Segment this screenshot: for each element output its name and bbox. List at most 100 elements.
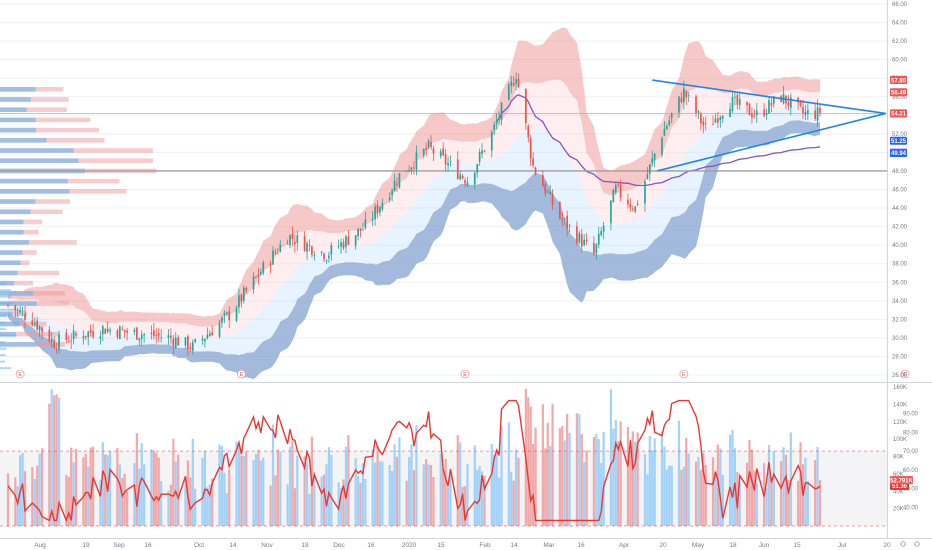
volume-bar	[23, 471, 27, 526]
candle-body	[187, 336, 189, 350]
price-tick-label: 44.00	[892, 206, 908, 212]
candle-body	[218, 322, 221, 337]
rsi-tag-label: 51.36	[892, 484, 908, 490]
candle-body	[806, 109, 809, 114]
candle-body	[70, 340, 73, 342]
volume-bar	[116, 448, 119, 526]
volume-bar	[461, 486, 464, 526]
volume-profile-buy	[0, 291, 34, 296]
earnings-marker	[900, 369, 910, 379]
candle-body	[294, 241, 296, 245]
candle-body	[371, 218, 374, 221]
volume-bar	[512, 480, 515, 526]
volume-bar	[89, 447, 92, 526]
candle-body	[814, 110, 816, 119]
price-tag-background	[890, 88, 907, 97]
volume-bar	[237, 444, 241, 526]
candle-body	[789, 97, 792, 108]
earnings-marker-label: E	[18, 372, 22, 378]
candle-body	[714, 118, 717, 123]
volume-bar	[629, 451, 632, 526]
rsi-tick-label: 50.00	[903, 487, 919, 493]
candle-body	[610, 200, 612, 224]
volume-bar	[617, 440, 620, 526]
price-tag-background	[890, 148, 907, 157]
candle-body	[768, 100, 770, 114]
candle-body	[72, 330, 75, 340]
volume-bar	[33, 478, 36, 526]
volume-bar	[74, 449, 78, 526]
volume-bar	[172, 438, 175, 526]
candle-body	[683, 88, 685, 103]
candle-body	[802, 106, 804, 114]
earnings-marker	[679, 369, 689, 379]
candle-body	[466, 182, 469, 186]
candle-body	[668, 120, 671, 125]
volume-profile-buy	[0, 270, 18, 276]
price-tick-label: 34.00	[892, 299, 908, 305]
candle-body	[612, 189, 615, 203]
volume-bar	[765, 487, 768, 526]
candle-body	[14, 305, 17, 311]
volume-bar	[568, 432, 571, 526]
candle-body	[167, 335, 170, 339]
candle-body	[563, 218, 566, 220]
volume-bar	[699, 469, 702, 526]
candle-body	[118, 326, 121, 340]
triangle-trendline-upper	[652, 79, 886, 115]
candle-body	[87, 331, 90, 338]
volume-bar	[296, 455, 299, 526]
candle-body	[600, 230, 603, 236]
candle-body	[734, 96, 736, 98]
price-tick-label: 26.00	[892, 373, 908, 379]
volume-bar	[364, 479, 367, 526]
volume-bar	[665, 469, 668, 526]
candle-body	[593, 242, 595, 254]
volume-bar	[466, 463, 469, 526]
candle-body	[259, 272, 262, 275]
volume-bar	[612, 428, 615, 526]
volume-profile-sell	[0, 240, 77, 245]
candle-body	[101, 326, 104, 335]
candle-body	[67, 341, 70, 343]
volume-bar	[449, 472, 452, 526]
candle-body	[211, 332, 214, 336]
volume-bar	[174, 461, 177, 526]
volume-profile-buy	[0, 360, 6, 363]
volume-profile-sell	[0, 107, 67, 113]
volume-profile-buy	[0, 341, 5, 344]
candle-body	[712, 123, 714, 125]
volume-profile-buy	[0, 87, 36, 92]
volume-bar	[782, 447, 785, 526]
candle-body	[527, 125, 530, 138]
volume-bar	[347, 435, 350, 526]
candle-body	[75, 333, 77, 336]
earnings-marker	[236, 369, 246, 379]
candle-body	[736, 94, 739, 105]
volume-bar	[592, 436, 596, 526]
candle-body	[430, 141, 432, 148]
volume-profile-buy	[0, 367, 12, 370]
candle-body	[138, 338, 141, 341]
time-tick-label: Feb	[479, 542, 491, 549]
volume-bar	[308, 493, 311, 526]
candle-body	[546, 191, 549, 193]
volume-profile-buy	[0, 334, 17, 337]
volume-bar	[704, 464, 707, 526]
volume-profile-buy	[0, 107, 27, 113]
candle-body	[364, 219, 367, 228]
volume-bar	[685, 437, 688, 526]
candle-body	[748, 103, 751, 116]
volume-bar	[748, 440, 751, 526]
volume-bar	[262, 457, 265, 526]
volume-profile-buy	[0, 117, 36, 123]
candle-body	[510, 81, 513, 86]
volume-bar	[814, 460, 817, 526]
volume-bar	[55, 394, 58, 526]
candle-body	[121, 328, 124, 330]
candle-body	[255, 276, 257, 278]
time-tick-label: 20	[883, 542, 891, 549]
time-tick-label: 14	[510, 542, 518, 549]
candle-body	[517, 79, 520, 88]
volume-bar	[101, 442, 104, 526]
